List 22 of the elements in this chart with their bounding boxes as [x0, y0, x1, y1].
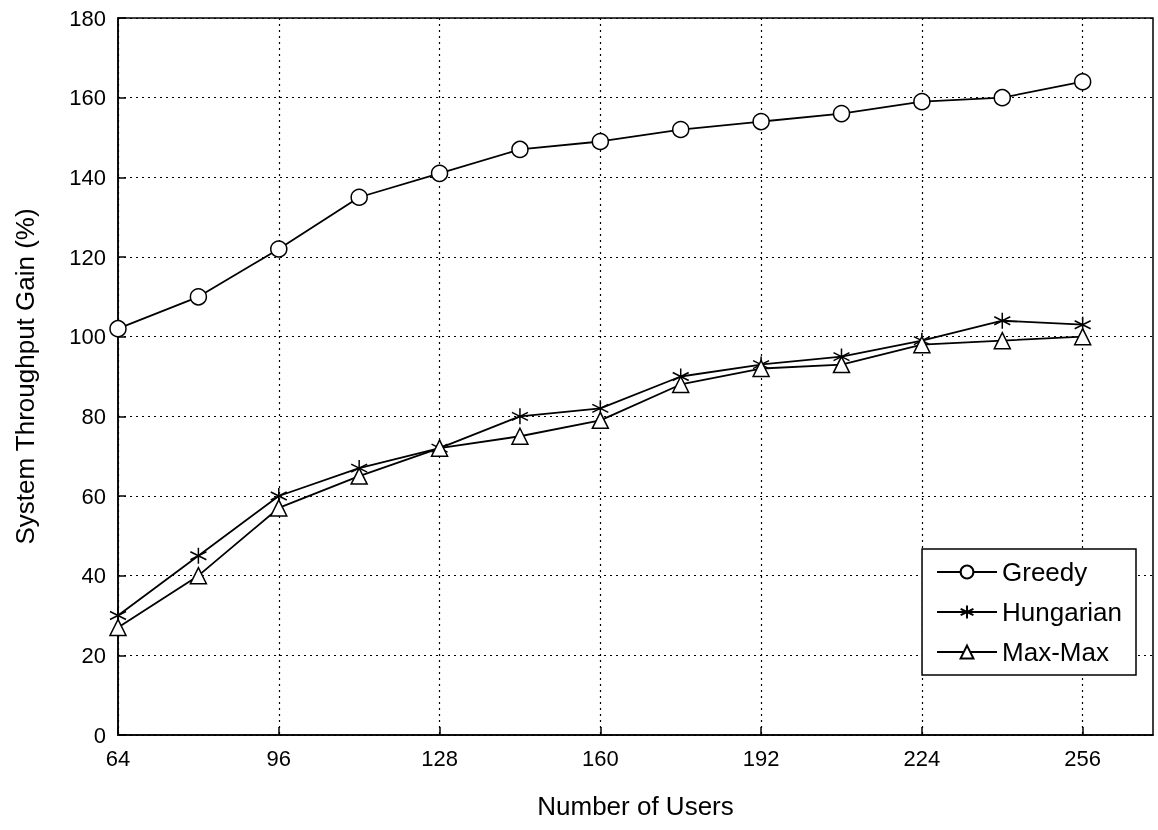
y-tick-label: 80	[81, 403, 106, 429]
x-tick-label: 160	[581, 745, 619, 771]
x-axis-title: Number of Users	[537, 791, 734, 821]
y-tick-label: 180	[69, 5, 106, 31]
y-tick-label: 20	[81, 642, 106, 668]
legend-label: Max-Max	[1002, 637, 1109, 667]
y-tick-label: 100	[69, 324, 106, 350]
y-tick-label: 40	[81, 563, 106, 589]
y-tick-label: 160	[69, 85, 106, 111]
y-axis-title: System Throughput Gain (%)	[10, 208, 40, 545]
x-tick-label: 192	[742, 745, 780, 771]
x-tick-label: 96	[266, 745, 292, 771]
x-tick-label: 256	[1064, 745, 1102, 771]
legend-label: Hungarian	[1002, 597, 1123, 627]
legend-label: Greedy	[1002, 557, 1088, 587]
x-tick-label: 224	[903, 745, 941, 771]
x-tick-label: 64	[105, 745, 131, 771]
y-tick-label: 60	[81, 483, 106, 509]
y-tick-label: 120	[69, 244, 106, 270]
x-tick-label: 128	[421, 745, 458, 771]
y-tick-label: 0	[93, 722, 106, 748]
y-tick-label: 140	[69, 164, 106, 190]
